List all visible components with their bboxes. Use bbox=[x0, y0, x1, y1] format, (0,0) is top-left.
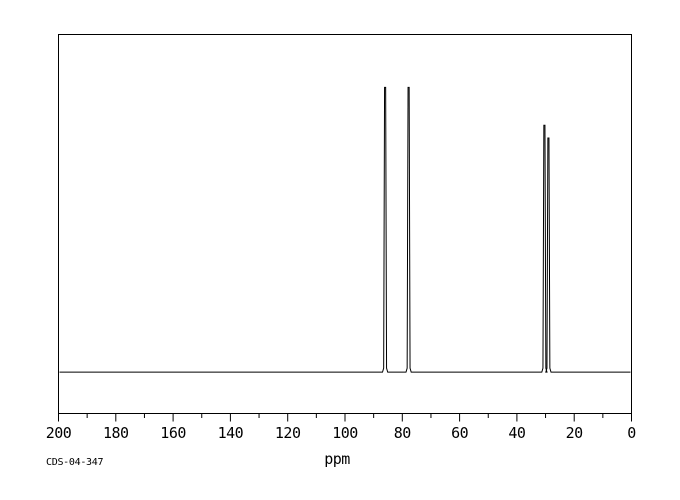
x-axis-tick-label: 20 bbox=[565, 424, 584, 442]
x-axis-tick-label: 160 bbox=[160, 424, 186, 442]
x-axis-tick-label: 0 bbox=[627, 424, 636, 442]
x-axis-title: ppm bbox=[324, 450, 350, 468]
x-axis-tick-label: 100 bbox=[332, 424, 358, 442]
x-axis-ticks bbox=[58, 413, 632, 422]
x-axis-tick-label: 120 bbox=[274, 424, 301, 442]
x-axis-tick-label: 180 bbox=[103, 424, 129, 442]
x-axis-tick-label: 40 bbox=[508, 424, 526, 442]
x-axis-tick-label: 140 bbox=[217, 424, 244, 442]
x-axis-tick-label: 80 bbox=[393, 424, 412, 442]
x-axis-tick-label: 60 bbox=[451, 424, 469, 442]
x-axis-tick-label: 200 bbox=[45, 424, 72, 442]
spectrum-trace bbox=[59, 86, 631, 373]
sample-id-label: CDS-04-347 bbox=[46, 457, 104, 468]
